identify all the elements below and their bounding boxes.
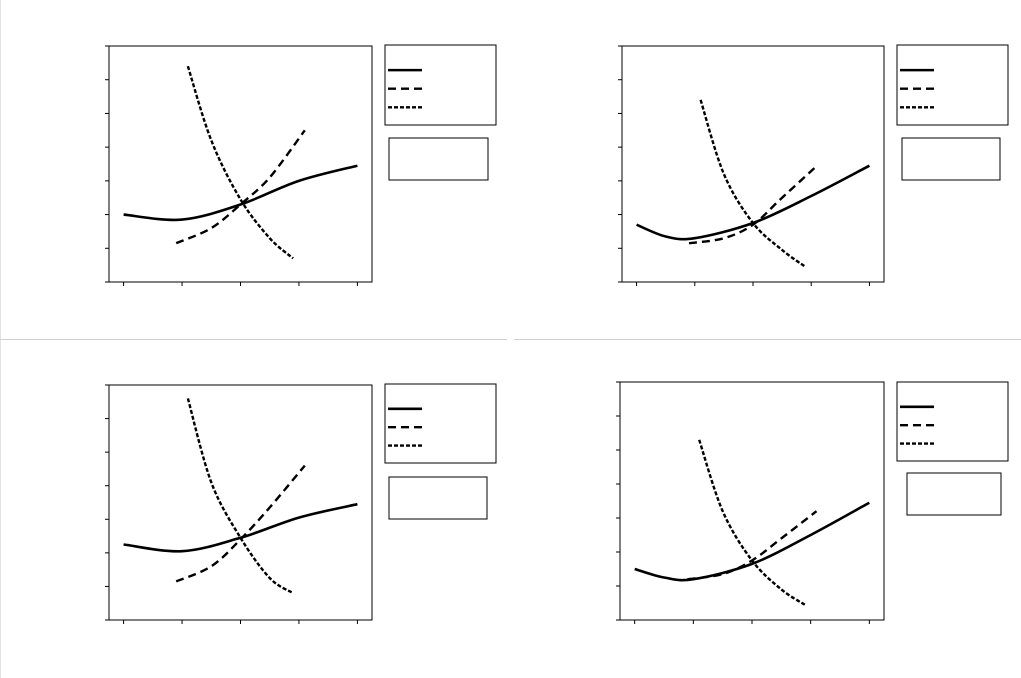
annotation-box xyxy=(901,137,1001,181)
plot-area xyxy=(619,381,885,621)
panel-divider-right xyxy=(514,339,1021,340)
series-line-dotted xyxy=(698,439,806,606)
series-line-dashed xyxy=(175,464,306,583)
series-line-dotted xyxy=(186,65,294,260)
series-line-dashed xyxy=(688,164,818,245)
series-line-solid xyxy=(123,502,358,553)
annotation-box xyxy=(388,476,488,520)
series-line-dotted xyxy=(186,398,294,595)
annotation-box xyxy=(906,472,1002,516)
plot-area xyxy=(621,45,885,283)
plot-area xyxy=(108,45,373,283)
series-line-solid xyxy=(123,164,358,222)
series-line-solid xyxy=(634,501,870,582)
panel-divider-left xyxy=(0,339,507,340)
legend-box xyxy=(384,383,497,464)
series-line-solid xyxy=(636,164,870,241)
legend-box xyxy=(896,381,1009,462)
legend-box xyxy=(896,44,1009,126)
series-line-dashed xyxy=(687,510,818,581)
plot-area xyxy=(108,384,373,621)
legend-box xyxy=(384,44,497,126)
series-line-dotted xyxy=(699,99,807,268)
annotation-box xyxy=(388,137,489,181)
series-line-dashed xyxy=(175,129,306,245)
